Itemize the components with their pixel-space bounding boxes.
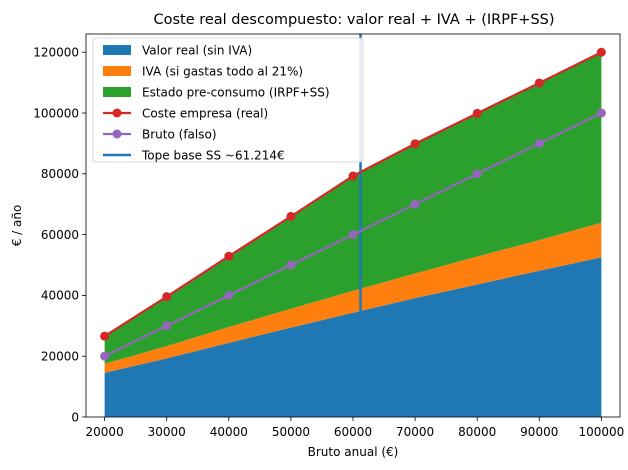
x-tick-label: 80000	[458, 425, 496, 439]
line-series-0-point	[348, 171, 358, 181]
x-axis: 20000 30000 40000 50000 60000 70000 80000 90000…	[86, 417, 624, 439]
x-tick-label: 60000	[334, 425, 372, 439]
line-series-0-point	[534, 78, 544, 88]
area-series-0	[104, 257, 602, 417]
line-series-1-point	[224, 290, 234, 300]
line-series-0-point	[410, 139, 420, 149]
legend: Valor real (sin IVA) IVA (si gastas todo …	[92, 37, 364, 163]
line-series-1-point	[534, 138, 544, 148]
y-axis: 0 20000 40000 60000 80000 100000 120000	[33, 46, 86, 424]
line-series-0-point	[472, 108, 482, 118]
legend-swatch	[103, 87, 131, 97]
line-series-1-point	[100, 351, 110, 361]
legend-swatch	[103, 66, 131, 76]
plot-lines	[100, 47, 606, 361]
legend-label: Estado pre-consumo (IRPF+SS)	[142, 85, 330, 99]
legend-label: Coste empresa (real)	[142, 106, 268, 120]
legend-label: Tope base SS ~61.214€	[141, 148, 285, 162]
plot-areas	[104, 52, 602, 417]
legend-marker	[112, 108, 122, 118]
area-series-1	[104, 222, 602, 373]
y-tick-label: 40000	[41, 289, 79, 303]
x-tick-label: 70000	[396, 425, 434, 439]
legend-box	[92, 37, 364, 163]
x-tick-label: 100000	[578, 425, 624, 439]
line-series-0-point	[100, 331, 110, 341]
legend-label: Bruto (falso)	[142, 127, 217, 141]
y-tick-label: 80000	[41, 167, 79, 181]
x-tick-label: 30000	[148, 425, 186, 439]
line-series-0-point	[596, 47, 606, 57]
line-series-1-point	[410, 199, 420, 209]
line-series-1-point	[348, 230, 358, 240]
y-axis-label: € / año	[10, 205, 24, 247]
chart-title: Coste real descompuesto: valor real + IV…	[153, 12, 554, 28]
line-series-1-point	[286, 260, 296, 270]
line-series-0-point	[224, 251, 234, 261]
x-tick-label: 40000	[210, 425, 248, 439]
x-axis-label: Bruto anual (€)	[308, 445, 399, 459]
y-tick-label: 120000	[33, 46, 79, 60]
area-series-2	[104, 52, 602, 364]
legend-swatch	[103, 45, 131, 55]
y-tick-label: 60000	[41, 228, 79, 242]
line-series-0-point	[286, 211, 296, 221]
legend-marker	[112, 129, 122, 139]
legend-label: IVA (si gastas todo al 21%)	[142, 64, 303, 78]
y-tick-label: 0	[71, 410, 79, 424]
y-tick-label: 100000	[33, 106, 79, 120]
line-series-1-point	[472, 169, 482, 179]
line-series-1-point	[596, 108, 606, 118]
y-tick-label: 20000	[41, 350, 79, 364]
legend-label: Valor real (sin IVA)	[142, 43, 252, 57]
line-series-1-point	[162, 321, 172, 331]
x-tick-label: 90000	[520, 425, 558, 439]
x-tick-label: 50000	[272, 425, 310, 439]
line-series-0-point	[162, 292, 172, 302]
x-tick-label: 20000	[86, 425, 124, 439]
